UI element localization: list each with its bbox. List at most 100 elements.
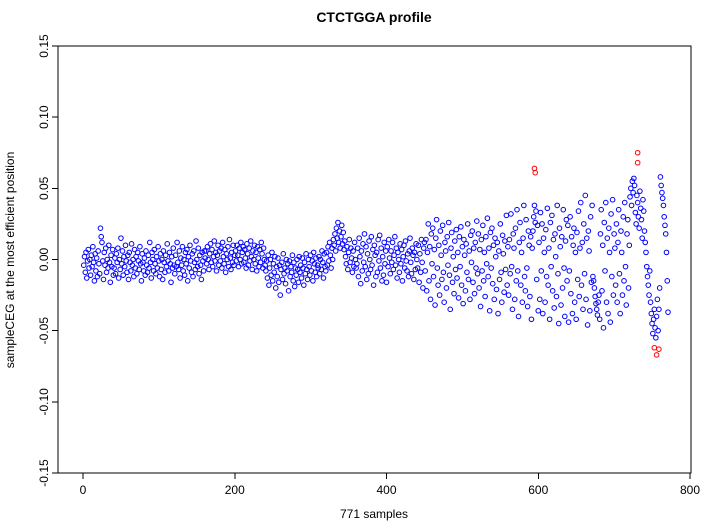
data-point-samples — [483, 233, 489, 240]
data-point-samples — [360, 241, 366, 247]
data-point-samples — [562, 238, 569, 244]
data-points-layer — [80, 149, 671, 358]
data-point-samples — [204, 243, 211, 250]
data-point-samples — [621, 278, 627, 284]
data-point-samples — [118, 260, 125, 267]
data-point-samples — [351, 239, 358, 246]
data-point-samples — [290, 278, 296, 284]
data-point-samples — [604, 235, 611, 241]
data-point-samples — [87, 272, 94, 278]
data-point-samples — [371, 242, 378, 249]
data-point-samples — [90, 259, 97, 266]
data-point-samples — [580, 221, 587, 227]
data-point-samples — [530, 214, 537, 220]
data-point-samples — [557, 243, 564, 250]
data-point-samples — [382, 260, 388, 267]
data-point-samples — [158, 266, 164, 273]
data-point-samples — [495, 248, 502, 254]
data-point-samples — [578, 282, 585, 288]
data-point-samples — [581, 270, 588, 277]
data-point-samples — [455, 295, 462, 301]
data-point-samples — [341, 246, 347, 253]
data-point-samples — [659, 189, 665, 196]
data-point-samples — [521, 202, 527, 209]
data-point-samples — [580, 306, 586, 313]
data-point-samples — [182, 249, 189, 256]
data-point-samples — [637, 205, 644, 212]
data-point-samples — [631, 182, 638, 189]
data-point-samples — [269, 249, 275, 256]
data-point-samples — [594, 312, 601, 318]
data-point-samples — [444, 233, 451, 240]
data-point-samples — [658, 182, 664, 189]
data-point-samples — [501, 289, 507, 296]
data-point-samples — [102, 245, 109, 251]
data-point-samples — [495, 310, 501, 317]
data-point-samples — [653, 313, 660, 320]
data-point-samples — [608, 211, 614, 217]
data-point-samples — [552, 231, 558, 237]
data-point-samples — [202, 255, 208, 261]
data-point-samples — [610, 292, 617, 298]
data-point-samples — [434, 265, 441, 271]
data-point-samples — [274, 273, 281, 280]
data-point-samples — [383, 279, 390, 286]
data-point-samples — [268, 272, 274, 278]
data-point-samples — [626, 242, 633, 249]
data-point-samples — [184, 246, 190, 253]
data-point-samples — [533, 208, 539, 214]
data-point-samples — [345, 266, 351, 273]
data-point-samples — [96, 260, 102, 267]
data-point-samples — [206, 251, 213, 257]
data-point-samples — [543, 273, 550, 280]
data-point-samples — [436, 292, 443, 298]
data-point-samples — [491, 296, 498, 303]
data-point-samples — [332, 248, 339, 254]
data-point-samples — [589, 202, 595, 209]
data-point-samples — [156, 258, 162, 264]
data-point-samples — [244, 241, 250, 247]
data-point-samples — [561, 265, 567, 271]
data-point-samples — [451, 238, 458, 244]
data-point-samples — [289, 252, 296, 259]
data-point-samples — [492, 235, 498, 241]
data-point-samples — [515, 313, 522, 320]
data-point-samples — [469, 228, 476, 234]
data-point-samples — [499, 232, 506, 239]
data-point-samples — [549, 288, 556, 294]
y-tick-label: -0.10 — [37, 388, 51, 416]
data-point-samples — [196, 270, 202, 277]
data-point-samples — [85, 246, 92, 253]
data-point-samples — [213, 268, 220, 274]
data-point-samples — [279, 276, 286, 283]
y-axis-label: sampleCEG at the most efficient position — [3, 152, 17, 369]
data-point-samples — [399, 278, 406, 284]
data-point-samples — [216, 248, 223, 254]
y-tick-label: -0.05 — [37, 317, 51, 345]
data-point-samples — [195, 245, 202, 251]
data-point-samples — [656, 285, 663, 291]
data-point-samples — [520, 235, 526, 241]
data-point-samples — [193, 238, 199, 244]
data-point-samples — [618, 249, 625, 256]
data-point-samples — [618, 228, 624, 234]
data-point-samples — [288, 263, 294, 270]
plot-box — [57, 45, 692, 474]
data-point-samples — [606, 225, 612, 231]
data-point-samples — [505, 292, 512, 298]
data-point-samples — [481, 249, 488, 256]
data-point-samples — [384, 243, 391, 250]
data-point-samples — [582, 192, 589, 199]
data-point-samples — [459, 243, 466, 250]
data-point-samples — [310, 278, 316, 284]
data-point-samples — [489, 280, 496, 287]
data-point-samples — [405, 273, 412, 280]
data-point-samples — [93, 268, 99, 274]
data-point-samples — [148, 275, 155, 281]
data-point-samples — [419, 259, 425, 266]
data-point-samples — [496, 276, 503, 283]
data-point-samples — [462, 288, 469, 294]
data-point-samples — [542, 299, 548, 306]
data-point-samples — [162, 252, 169, 259]
data-point-samples — [365, 270, 372, 277]
